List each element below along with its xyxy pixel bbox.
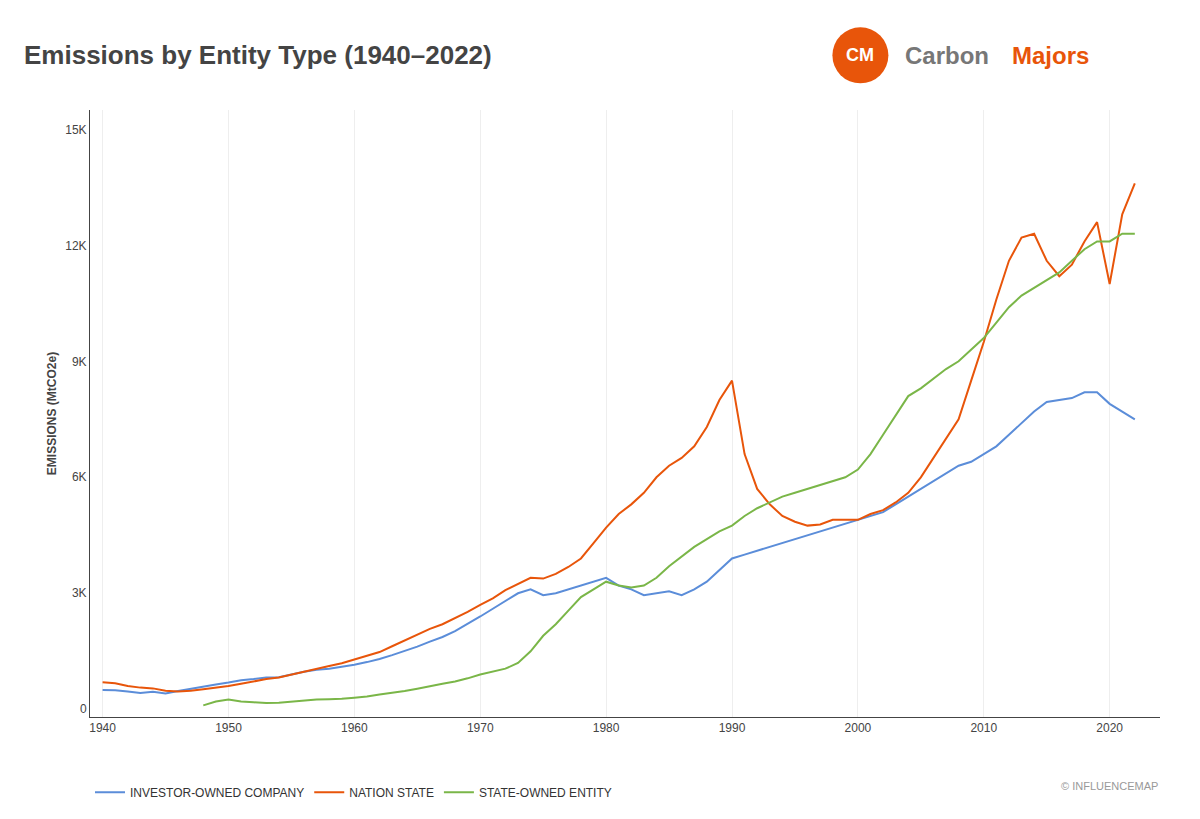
svg-text:CM: CM (846, 45, 874, 65)
svg-text:1970: 1970 (467, 721, 494, 735)
svg-text:1940: 1940 (89, 721, 116, 735)
svg-text:3K: 3K (72, 586, 87, 600)
svg-text:1990: 1990 (719, 721, 746, 735)
svg-text:EMISSIONS (MtCO2e): EMISSIONS (MtCO2e) (45, 352, 59, 475)
svg-text:© INFLUENCEMAP: © INFLUENCEMAP (1061, 780, 1158, 792)
svg-text:Majors: Majors (1012, 42, 1089, 69)
svg-text:1950: 1950 (215, 721, 242, 735)
svg-text:2020: 2020 (1096, 721, 1123, 735)
svg-text:2010: 2010 (970, 721, 997, 735)
svg-text:1980: 1980 (593, 721, 620, 735)
svg-text:2000: 2000 (845, 721, 872, 735)
svg-text:1960: 1960 (341, 721, 368, 735)
svg-text:9K: 9K (72, 355, 87, 369)
svg-text:12K: 12K (65, 239, 86, 253)
svg-text:NATION STATE: NATION STATE (349, 786, 434, 800)
svg-text:0: 0 (80, 702, 87, 716)
svg-text:Carbon: Carbon (905, 42, 989, 69)
svg-text:6K: 6K (72, 470, 87, 484)
svg-text:15K: 15K (65, 123, 86, 137)
svg-text:INVESTOR-OWNED COMPANY: INVESTOR-OWNED COMPANY (130, 786, 304, 800)
svg-text:Emissions by Entity Type (1940: Emissions by Entity Type (1940–2022) (24, 40, 492, 70)
svg-text:STATE-OWNED ENTITY: STATE-OWNED ENTITY (479, 786, 612, 800)
